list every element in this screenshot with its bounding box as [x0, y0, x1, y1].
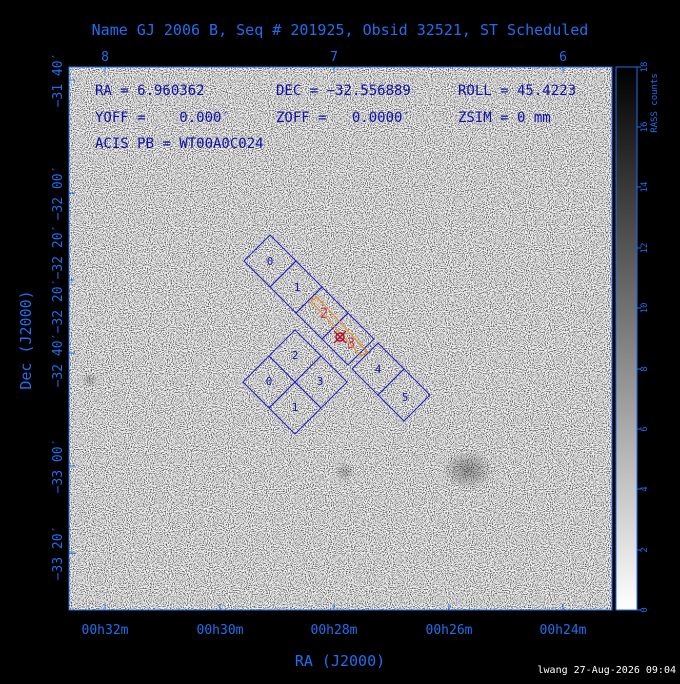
colorbar-label: RASS counts — [650, 73, 660, 133]
left-tick-label: −32 20′ — [51, 225, 66, 280]
colorbar-tick-label: 10 — [640, 303, 650, 314]
target-marker — [333, 330, 347, 344]
ra-readout: RA = 6.960362 — [95, 83, 205, 99]
colorbar-tick-label: 12 — [640, 243, 650, 254]
bottom-tick-label: 00h28m — [311, 623, 358, 638]
colorbar-tick-label: 2 — [640, 547, 650, 552]
bottom-tick-label: 00h32m — [82, 623, 129, 638]
acis-s-chip-label: 1 — [294, 281, 301, 294]
colorbar-tick-label: 18 — [640, 62, 650, 73]
xray-source-blob — [335, 462, 355, 482]
colorbar-tick-label: 16 — [640, 122, 650, 133]
left-tick-label: −31 40′ — [51, 53, 66, 108]
colorbar-tick-label: 14 — [640, 182, 650, 193]
acis-i-chip-1 — [268, 381, 322, 435]
colorbar-tick-label: 6 — [640, 426, 650, 431]
zoff-readout: ZOFF = 0.0000′ — [276, 110, 411, 126]
colorbar-tick-label: 4 — [640, 486, 650, 491]
bottom-tick-label: 00h26m — [426, 623, 473, 638]
yoff-readout: YOFF = 0.000′ — [95, 110, 230, 126]
colorbar-tick-label: 8 — [640, 366, 650, 371]
top-tick-label: 8 — [101, 50, 109, 65]
acis-s-chip-label: 5 — [402, 391, 409, 404]
acis-s-chip-label: 3 — [347, 336, 355, 352]
acis-i-array — [242, 329, 348, 435]
acis-i-chip-label: 0 — [266, 375, 273, 388]
acis-i-chip-label: 3 — [317, 375, 324, 388]
dec-readout: DEC = −32.556889 — [276, 83, 411, 99]
axis-ticks — [69, 67, 564, 610]
acis-s-chip-label: 2 — [320, 306, 328, 322]
xray-source-blob — [82, 372, 98, 388]
left-tick-label: −32 20′ — [51, 279, 66, 334]
left-tick-label: −32 40′ — [51, 333, 66, 388]
left-tick-label: −33 00′ — [51, 439, 66, 494]
top-tick-label: 7 — [330, 50, 338, 65]
bottom-tick-label: 00h30m — [197, 623, 244, 638]
acis-s-chip-labels: 0 1 2 3 4 5 — [267, 255, 409, 404]
plot-title: Name GJ 2006 B, Seq # 201925, Obsid 3252… — [92, 21, 589, 39]
footer-stamp: lwang 27-Aug-2026 09:04 — [538, 665, 676, 676]
left-tick-label: −32 00′ — [51, 166, 66, 221]
acis-s-chip-label: 4 — [375, 363, 382, 376]
acis-s-chip-3 — [321, 312, 375, 366]
top-tick-label: 6 — [559, 50, 567, 65]
roll-readout: ROLL = 45.4223 — [458, 83, 576, 99]
bottom-tick-labels: 00h32m 00h30m 00h28m 00h26m 00h24m — [82, 623, 587, 638]
acis-i-chip-labels: 0 1 2 3 — [266, 349, 324, 414]
left-tick-label: −33 20′ — [51, 526, 66, 581]
top-tick-labels: 8 7 6 — [101, 50, 567, 65]
bottom-tick-label: 00h24m — [540, 623, 587, 638]
colorbar-tick-label: 0 — [640, 607, 650, 612]
xray-source-blob — [442, 450, 494, 490]
acis-s-chip-5 — [377, 368, 431, 422]
left-tick-labels: −31 40′ −32 00′ −32 20′ −32 20′ −32 40′ … — [51, 53, 66, 581]
y-axis-title: Dec (J2000) — [17, 290, 35, 389]
acis-i-chip-label: 2 — [292, 349, 299, 362]
x-axis-title: RA (J2000) — [295, 652, 385, 670]
acis-s-chip-label: 0 — [267, 255, 274, 268]
pointing-info: RA = 6.960362 DEC = −32.556889 ROLL = 45… — [95, 83, 576, 152]
colorbar: 0 2 4 6 8 10 12 14 16 18 RASS counts — [615, 62, 660, 613]
zsim-readout: ZSIM = 0 mm — [458, 110, 551, 126]
plot-frame — [68, 66, 613, 611]
acis-s-array — [243, 234, 431, 422]
acis-pb-readout: ACIS PB = WT00A0C024 — [95, 136, 264, 152]
acis-i-chip-label: 1 — [292, 401, 299, 414]
